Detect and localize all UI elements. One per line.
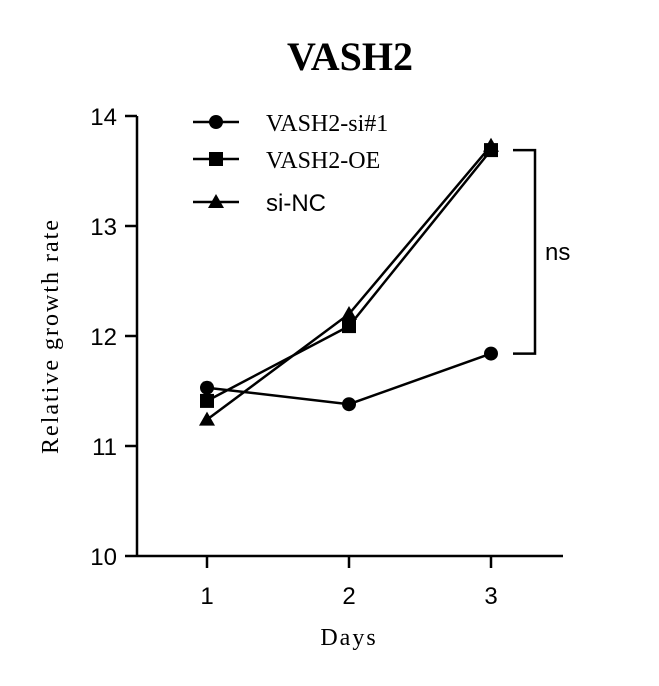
series-line-VASH2-OE	[206, 149, 492, 403]
x-ticks: 1 2 3	[200, 556, 498, 610]
y-tick-label: 11	[92, 434, 117, 461]
legend-label: VASH2-OE	[266, 148, 380, 174]
y-tick-label: 10	[90, 544, 117, 571]
y-tick-label: 14	[90, 104, 117, 131]
data-point-VASH2-OE-day-2	[342, 319, 356, 334]
series-markers	[199, 137, 499, 426]
legend-label: VASH2-si#1	[266, 111, 388, 137]
data-point-si-NC-day-2	[341, 306, 357, 320]
legend-marker-triangle	[208, 194, 224, 208]
y-axis-label: Relative growth rate	[38, 218, 64, 454]
x-axis-label: Days	[320, 625, 377, 651]
legend: VASH2-si#1 VASH2-OE si-NC	[193, 111, 388, 217]
data-point-VASH2-si#1-day-3	[484, 346, 498, 361]
significance-bracket: ns	[513, 148, 570, 355]
x-tick-label: 1	[200, 583, 213, 610]
data-point-si-NC-day-3	[483, 137, 499, 152]
x-tick-label: 2	[342, 583, 355, 610]
data-point-si-NC-day-1	[199, 411, 215, 426]
x-tick-label: 3	[484, 583, 497, 610]
data-point-VASH2-si#1-day-1	[200, 380, 214, 395]
y-ticks: 10 11 12 13 14	[90, 104, 137, 571]
y-tick-label: 13	[90, 214, 117, 241]
legend-marker-square	[209, 152, 223, 166]
legend-label: si-NC	[266, 190, 326, 217]
axes	[135, 116, 563, 558]
y-tick-label: 12	[90, 324, 117, 351]
ns-label: ns	[545, 239, 570, 266]
data-point-VASH2-si#1-day-2	[342, 397, 356, 412]
bracket-path	[513, 148, 537, 355]
data-point-VASH2-OE-day-1	[200, 393, 214, 408]
series-lines	[206, 144, 492, 421]
chart-title: VASH2	[287, 34, 413, 79]
legend-marker-circle	[209, 115, 223, 129]
